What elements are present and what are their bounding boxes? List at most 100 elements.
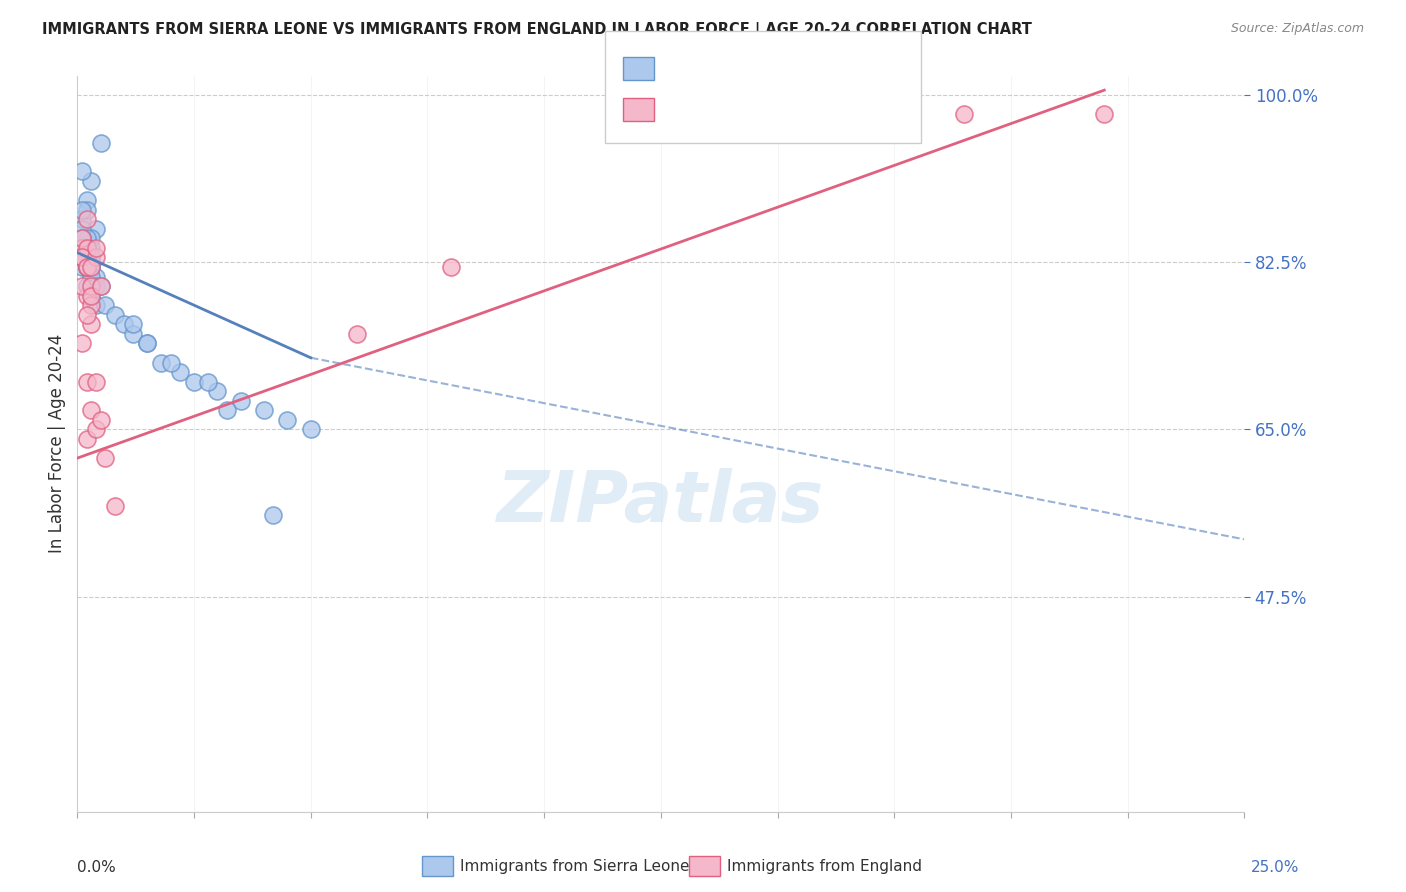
Point [80,279,103,293]
Point [80,403,103,417]
Point [159,355,181,369]
Point [76,375,98,389]
Point [70,212,93,227]
Point [70,221,93,235]
Point [80,260,103,274]
Point [76,241,98,255]
Point [276,413,298,427]
Point [76,279,98,293]
Point [84,241,107,255]
Text: Source: ZipAtlas.com: Source: ZipAtlas.com [1230,22,1364,36]
Point [70,231,93,245]
Text: Immigrants from Sierra Leone: Immigrants from Sierra Leone [460,859,689,873]
Point [80,318,103,332]
Point [122,318,145,332]
Point [76,260,98,274]
Point [80,260,103,274]
Point [76,241,98,255]
Point [84,251,107,265]
Point [197,375,219,389]
Point [953,107,976,121]
Text: 0.526: 0.526 [696,100,754,118]
Point [70,251,93,265]
Text: -0.210: -0.210 [696,59,755,77]
Point [76,260,98,274]
Point [76,260,98,274]
Point [70,241,93,255]
Point [299,422,322,436]
Point [76,212,98,227]
Point [150,355,173,369]
Point [80,288,103,302]
Point [169,365,191,379]
Point [70,241,93,255]
Text: Immigrants from England: Immigrants from England [727,859,922,873]
Point [80,231,103,245]
Point [80,298,103,312]
Point [80,288,103,302]
Point [76,202,98,217]
Point [207,384,229,399]
Point [76,260,98,274]
Point [76,241,98,255]
Point [136,336,159,351]
Point [76,260,98,274]
Point [440,260,463,274]
Point [70,241,93,255]
Point [80,269,103,284]
Point [80,251,103,265]
Point [90,413,112,427]
Point [80,269,103,284]
Point [229,393,252,408]
Point [70,231,93,245]
Point [70,279,93,293]
Point [76,432,98,446]
Point [70,336,93,351]
Point [1092,107,1115,121]
Point [70,164,93,178]
Point [94,298,117,312]
Point [80,260,103,274]
Point [70,251,93,265]
Point [76,260,98,274]
Point [70,260,93,274]
Point [70,251,93,265]
Point [673,117,696,131]
Point [90,279,112,293]
Text: R =: R = [662,100,699,118]
Text: IMMIGRANTS FROM SIERRA LEONE VS IMMIGRANTS FROM ENGLAND IN LABOR FORCE | AGE 20-: IMMIGRANTS FROM SIERRA LEONE VS IMMIGRAN… [42,22,1032,38]
Point [84,269,107,284]
Point [122,326,145,341]
Point [70,251,93,265]
Point [70,231,93,245]
Point [76,251,98,265]
Text: N =: N = [755,100,803,118]
Point [70,251,93,265]
Point [76,193,98,207]
Point [80,174,103,188]
Point [70,241,93,255]
Point [76,288,98,302]
Point [90,136,112,150]
Text: 33: 33 [800,100,824,118]
Point [346,326,368,341]
Point [84,279,107,293]
Point [70,251,93,265]
Point [76,231,98,245]
Text: 0.0%: 0.0% [77,860,117,874]
Point [84,221,107,235]
Y-axis label: In Labor Force | Age 20-24: In Labor Force | Age 20-24 [48,334,66,553]
Point [70,241,93,255]
Point [215,403,238,417]
Point [262,508,284,523]
Point [80,251,103,265]
Point [84,375,107,389]
Point [104,308,127,322]
Point [76,260,98,274]
Point [84,298,107,312]
Point [136,336,159,351]
Point [94,451,117,466]
Text: ZIPatlas: ZIPatlas [498,468,824,537]
Point [104,499,127,513]
Text: 69: 69 [800,59,823,77]
